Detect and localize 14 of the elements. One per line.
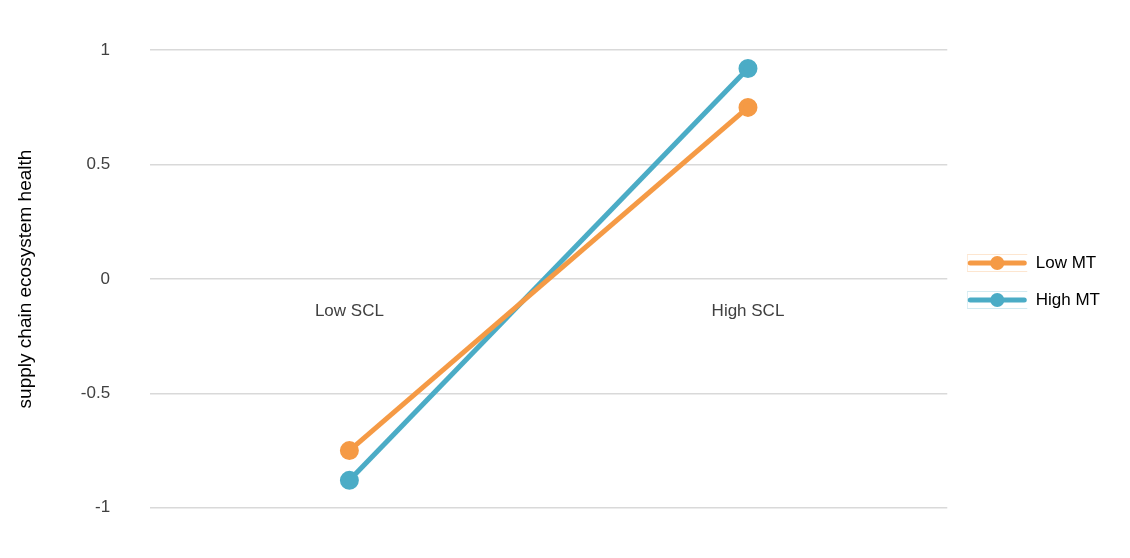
legend-label: Low MT — [1035, 252, 1097, 272]
y-tick-label: 0.5 — [86, 154, 111, 174]
y-tick-label: 0 — [100, 268, 111, 288]
point — [738, 97, 758, 117]
x-tick-label: Low SCL — [314, 300, 384, 320]
x-tick-label: High SCL — [711, 300, 785, 320]
y-axis-title: supply chain ecosystem health — [13, 149, 35, 409]
y-tick-label: 1 — [100, 39, 111, 59]
y-tick-label: -1 — [94, 497, 111, 517]
point — [339, 441, 359, 461]
point — [339, 470, 359, 490]
point — [738, 59, 758, 78]
y-tick-label: -0.5 — [80, 383, 111, 403]
legend-label: High MT — [1035, 289, 1100, 309]
